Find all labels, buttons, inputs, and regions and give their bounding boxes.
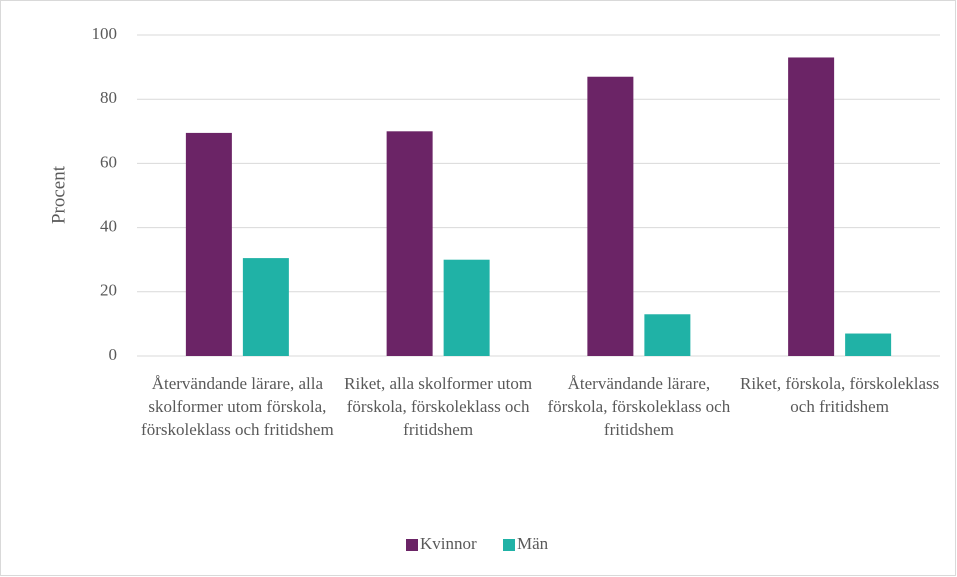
legend-label: Män bbox=[517, 534, 549, 553]
y-tick-label: 0 bbox=[109, 345, 118, 364]
y-tick-label: 20 bbox=[100, 281, 117, 300]
x-tick-label: Återvändande lärare, förskola, förskolek… bbox=[547, 374, 731, 439]
x-tick-label: Riket, alla skolformer utom förskola, fö… bbox=[344, 374, 533, 439]
bar bbox=[242, 258, 289, 356]
bar bbox=[587, 76, 634, 356]
bar bbox=[386, 131, 433, 356]
y-tick-label: 40 bbox=[100, 217, 117, 236]
y-tick-label: 80 bbox=[100, 88, 117, 107]
legend-swatch bbox=[406, 539, 418, 551]
bar bbox=[185, 132, 232, 356]
bar bbox=[443, 259, 490, 356]
legend-swatch bbox=[503, 539, 515, 551]
y-tick-label: 100 bbox=[92, 24, 118, 43]
bar bbox=[788, 57, 835, 356]
y-axis-label: Procent bbox=[48, 165, 69, 224]
y-tick-label: 60 bbox=[100, 152, 117, 171]
x-tick-label: Riket, förskola, förskoleklass och friti… bbox=[740, 374, 940, 416]
x-tick-label: Återvändande lärare, alla skolformer uto… bbox=[141, 374, 334, 439]
bar bbox=[845, 333, 892, 356]
bar bbox=[644, 314, 691, 356]
legend-label: Kvinnor bbox=[420, 534, 477, 553]
